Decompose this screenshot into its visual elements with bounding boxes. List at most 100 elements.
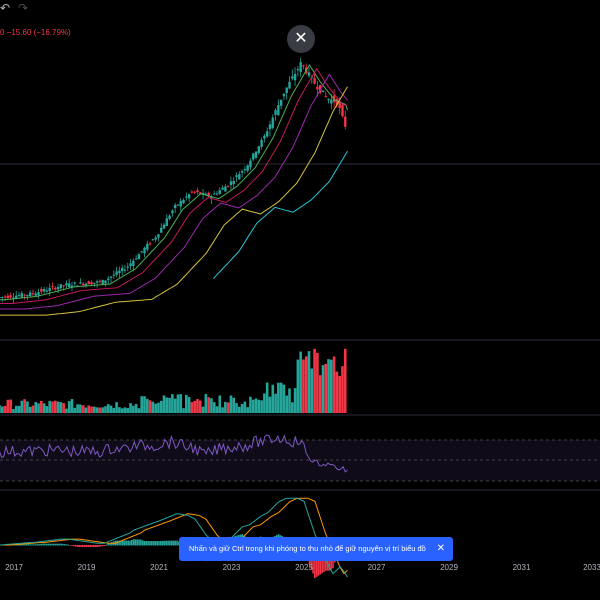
candle-body xyxy=(338,102,341,108)
volume-bar xyxy=(109,405,113,413)
candle-body xyxy=(143,247,146,254)
volume-bar xyxy=(31,405,35,413)
macd-histogram-bar xyxy=(96,545,99,548)
volume-bar xyxy=(218,395,222,413)
ma-cyan-line xyxy=(213,150,348,279)
volume-pane xyxy=(0,348,347,413)
candle-body xyxy=(90,282,93,285)
candle-body xyxy=(229,181,233,186)
candle-body xyxy=(20,293,24,298)
candle-body xyxy=(26,294,29,296)
volume-bar xyxy=(26,401,29,413)
volume-bar xyxy=(159,400,163,413)
volume-bar xyxy=(240,404,244,413)
volume-bar xyxy=(59,402,63,413)
volume-bar xyxy=(87,405,91,413)
macd-histogram-bar xyxy=(98,545,100,547)
candle-body xyxy=(123,269,127,271)
candle-body xyxy=(134,258,138,260)
macd-histogram-bar xyxy=(92,545,95,548)
redo-icon[interactable]: ↷ xyxy=(18,1,29,15)
volume-bar xyxy=(243,401,247,413)
candle-body xyxy=(104,280,107,284)
price-pane xyxy=(0,57,600,316)
volume-bar xyxy=(115,402,118,413)
toast-close-icon[interactable]: ✕ xyxy=(436,543,445,554)
candle-body xyxy=(160,227,163,233)
candle-body xyxy=(31,293,35,295)
volume-bar xyxy=(48,400,51,413)
candle-body xyxy=(151,239,155,241)
rsi-line xyxy=(0,434,348,473)
macd-histogram-bar xyxy=(51,543,53,546)
macd-histogram-bar xyxy=(150,541,153,546)
volume-bar xyxy=(176,394,180,413)
macd-histogram-bar xyxy=(138,539,140,546)
volume-bar xyxy=(12,408,15,413)
candle-body xyxy=(9,295,12,298)
macd-histogram-bar xyxy=(83,545,86,548)
macd-line xyxy=(0,497,348,578)
macd-histogram-bar xyxy=(127,540,129,546)
macd-histogram-bar xyxy=(74,545,77,547)
candle-body xyxy=(98,280,102,282)
undo-icon[interactable]: ↶ xyxy=(0,1,11,15)
volume-bar xyxy=(296,359,300,413)
ma-mid-line xyxy=(0,67,348,304)
macd-histogram-bar xyxy=(34,544,37,546)
candle-body xyxy=(291,76,294,79)
volume-bar xyxy=(232,397,236,413)
candle-body xyxy=(171,210,174,214)
candle-body xyxy=(37,292,40,296)
volume-bar xyxy=(246,407,249,413)
volume-bar xyxy=(56,401,60,413)
candle-body xyxy=(62,285,65,287)
candle-body xyxy=(218,190,221,194)
candle-body xyxy=(193,191,196,193)
macd-histogram-bar xyxy=(161,540,164,546)
macd-histogram-bar xyxy=(31,544,33,546)
candle-body xyxy=(51,286,54,288)
macd-histogram-bar xyxy=(172,540,175,546)
candle-body xyxy=(126,266,129,268)
macd-histogram-bar xyxy=(314,545,316,579)
x-tick-label: 2019 xyxy=(77,563,96,572)
volume-bar xyxy=(95,407,99,413)
macd-histogram-bar xyxy=(78,545,81,548)
candle-body xyxy=(146,243,149,250)
candle-body xyxy=(23,294,26,296)
volume-bar xyxy=(126,408,130,413)
candle-body xyxy=(226,185,230,187)
close-button[interactable]: ✕ xyxy=(287,25,315,53)
macd-histogram-bar xyxy=(45,543,48,546)
volume-bar xyxy=(330,359,333,413)
macd-histogram-bar xyxy=(56,543,59,546)
volume-bar xyxy=(307,351,311,413)
macd-histogram-bar xyxy=(131,539,133,546)
x-axis: 2017 2019 2021 2023 2025 2027 2029 2031 2033 xyxy=(0,563,600,577)
macd-histogram-bar xyxy=(62,543,64,546)
macd-histogram-bar xyxy=(22,544,24,546)
volume-bar xyxy=(321,365,325,413)
volume-bar xyxy=(157,402,160,413)
volume-bar xyxy=(137,408,141,413)
volume-bar xyxy=(249,396,252,413)
macd-histogram-bar xyxy=(71,545,73,547)
volume-bar xyxy=(45,406,49,413)
macd-histogram-bar xyxy=(80,545,82,548)
macd-histogram-bar xyxy=(165,540,168,546)
candle-body xyxy=(327,98,330,100)
macd-histogram-bar xyxy=(87,545,90,548)
candle-body xyxy=(196,190,199,193)
macd-histogram-bar xyxy=(73,545,75,547)
volume-bar xyxy=(190,402,194,413)
macd-histogram-bar xyxy=(136,539,139,546)
candle-body xyxy=(307,72,311,76)
candle-body xyxy=(12,297,15,299)
volume-bar xyxy=(271,384,275,413)
candle-body xyxy=(321,90,325,93)
candle-body xyxy=(118,270,121,274)
macd-histogram-bar xyxy=(89,545,91,548)
macd-histogram-bar xyxy=(94,545,97,548)
